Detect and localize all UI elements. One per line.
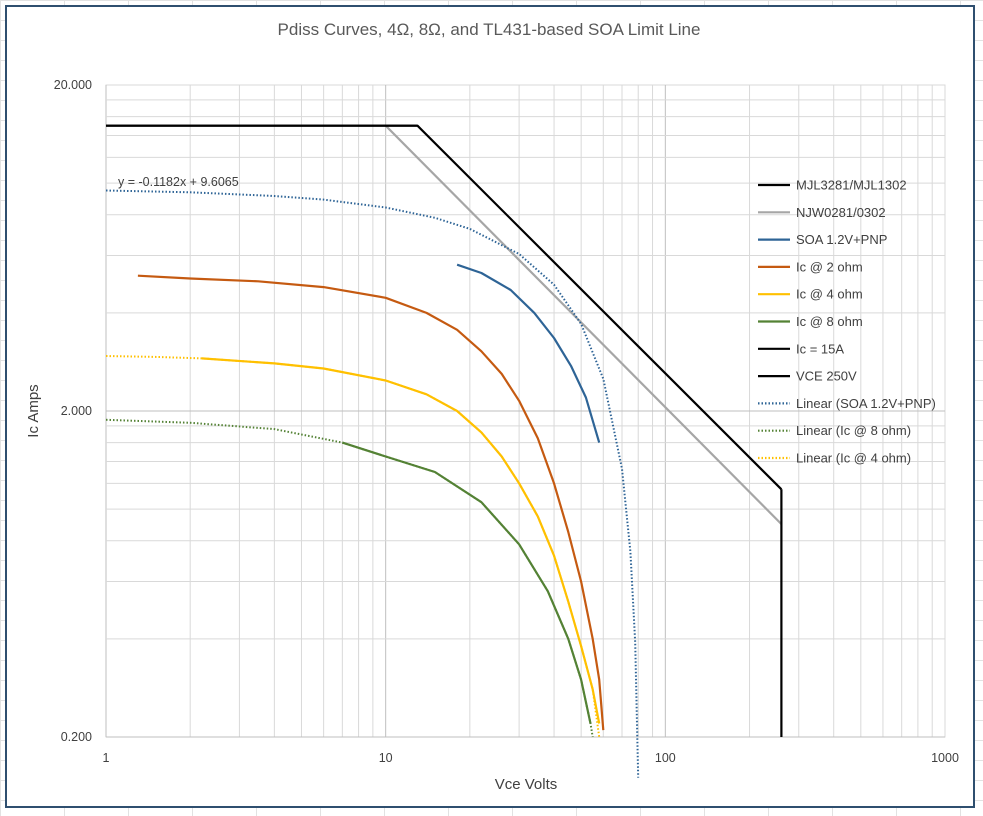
legend-label: SOA 1.2V+PNP [796, 232, 887, 247]
series-line-ic-2-ohm [137, 274, 605, 731]
series-line-ic-8-ohm [341, 441, 592, 724]
legend-label: Ic = 15A [796, 341, 844, 356]
series-line-njw0281-0302 [384, 124, 783, 525]
legend-label: MJL3281/MJL1302 [796, 178, 907, 193]
legend-label: Linear (SOA 1.2V+PNP) [796, 396, 936, 411]
x-tick-label: 100 [655, 751, 676, 765]
chart-title: Pdiss Curves, 4Ω, 8Ω, and TL431-based SO… [278, 20, 701, 39]
x-axis-title: Vce Volts [495, 776, 558, 793]
x-tick-label: 1 [103, 751, 110, 765]
legend-label: NJW0281/0302 [796, 205, 886, 220]
series-line-soa-1-2v-pnp [456, 263, 601, 443]
legend-label: VCE 250V [796, 369, 857, 384]
legend-label: Linear (Ic @ 4 ohm) [796, 451, 911, 466]
series-line-linear-ic-8-ohm- [105, 418, 594, 738]
y-tick-label: 20.000 [54, 78, 92, 92]
legend-label: Ic @ 2 ohm [796, 259, 863, 274]
series-lines [105, 124, 783, 778]
series-line-linear-ic-4-ohm- [105, 355, 601, 738]
legend-label: Linear (Ic @ 8 ohm) [796, 423, 911, 438]
y-axis-title: Ic Amps [25, 384, 42, 437]
y-tick-label: 2.000 [61, 404, 92, 418]
x-tick-label: 1000 [931, 751, 959, 765]
legend: MJL3281/MJL1302 NJW0281/0302 SOA 1.2V+PNP I… [758, 178, 936, 466]
trendline-equation: y = -0.1182x + 9.6065 [118, 175, 239, 189]
chart-frame[interactable] [5, 5, 975, 808]
legend-label: Ic @ 4 ohm [796, 287, 863, 302]
legend-label: Ic @ 8 ohm [796, 314, 863, 329]
x-tick-label: 10 [379, 751, 393, 765]
y-tick-label: 0.200 [61, 730, 92, 744]
tick-labels: 1 10 100 1000 20.000 2.000 0.200 [54, 78, 959, 765]
